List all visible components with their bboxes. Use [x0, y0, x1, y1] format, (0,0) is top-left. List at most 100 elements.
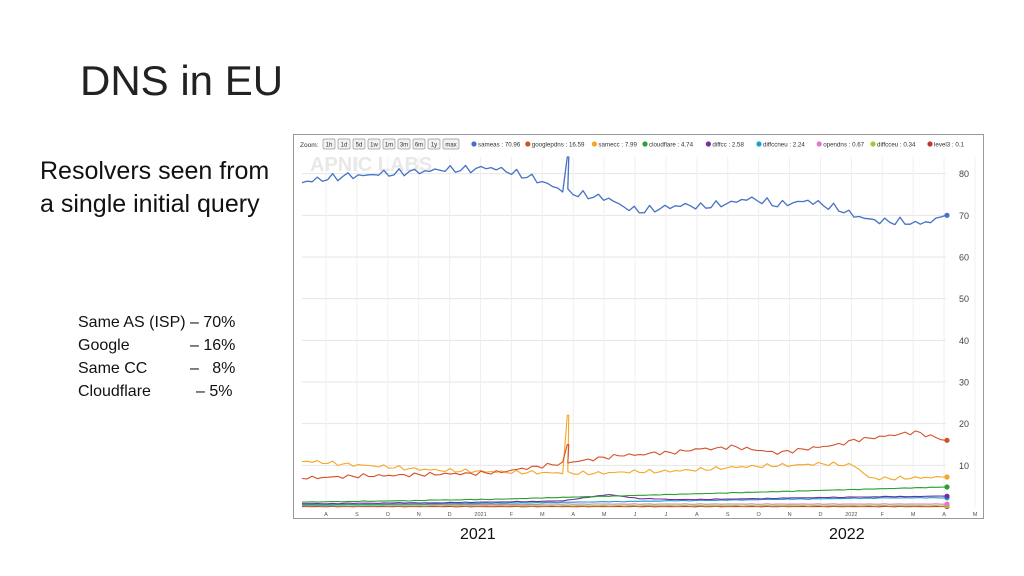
y-tick-label: 10	[959, 461, 969, 471]
series-line-cloudflare	[302, 486, 947, 503]
y-tick-label: 70	[959, 211, 969, 221]
year-label-2021: 2021	[460, 526, 496, 543]
x-tick-label: D	[448, 512, 452, 518]
zoom-label: Zoom:	[300, 142, 319, 149]
svg-text:max: max	[445, 143, 456, 149]
y-tick-label: 40	[959, 336, 969, 346]
x-tick-label: F	[510, 512, 514, 518]
y-tick-label: 20	[959, 419, 969, 429]
zoom-button-3m[interactable]: 3m	[397, 138, 411, 150]
svg-text:1m: 1m	[385, 143, 393, 149]
svg-text:1y: 1y	[431, 143, 437, 149]
x-tick-label: A	[571, 512, 575, 518]
legend-swatch-diffcc	[705, 141, 711, 147]
x-tick-label: S	[726, 512, 730, 518]
zoom-button-1m[interactable]: 1m	[382, 138, 396, 150]
stat-row-google: Google – 16%	[78, 334, 258, 357]
zoom-button-1d[interactable]: 1d	[337, 138, 351, 150]
x-tick-label: M	[540, 512, 545, 518]
stats-list: Same AS (ISP) – 70% Google – 16% Same CC…	[78, 311, 258, 403]
legend-swatch-level3	[927, 141, 933, 147]
svg-text:1d: 1d	[341, 143, 348, 149]
stat-value: – 5%	[196, 383, 233, 400]
series-end-marker-samecc	[944, 474, 950, 480]
stat-value: – 70%	[190, 314, 236, 331]
x-tick-label: M	[602, 512, 607, 518]
series-line-googlepdns	[301, 430, 947, 480]
legend-entry-opendns: opendns : 0.67	[823, 142, 864, 149]
x-tick-label: D	[818, 512, 822, 518]
series-end-marker-opendns	[944, 501, 950, 507]
legend-entry-samecc: samecc : 7.99	[598, 142, 637, 149]
series-line-diffcceu	[301, 504, 947, 507]
legend-swatch-sameas	[471, 141, 477, 147]
series-line-diffcc	[302, 493, 947, 505]
watermark-text: APNIC LABS	[310, 154, 432, 176]
stat-value: – 16%	[190, 337, 236, 354]
resolver-chart: APNIC LABS Zoom: 1h 1d 5d 1w 1m 3m 6m 1y max sameas…	[293, 134, 984, 519]
x-tick-label: A	[695, 512, 699, 518]
svg-text:5d: 5d	[356, 143, 363, 149]
legend-entry-level3: level3 : 0.1	[934, 142, 964, 149]
legend-entry-diffccneu: diffccneu : 2.24	[763, 142, 805, 149]
stat-label: Cloudflare	[78, 383, 151, 400]
y-tick-label: 80	[959, 169, 969, 179]
zoom-button-max[interactable]: max	[442, 138, 460, 150]
x-tick-label: S	[355, 512, 359, 518]
zoom-button-1y[interactable]: 1y	[427, 138, 441, 150]
x-tick-label: M	[911, 512, 916, 518]
stat-row-cloudflare: Cloudflare – 5%	[78, 380, 258, 403]
x-tick-label: A	[324, 512, 328, 518]
legend-swatch-diffccneu	[756, 141, 762, 147]
x-tick-label: M	[973, 512, 978, 518]
year-label-2022: 2022	[829, 526, 865, 543]
stat-row-same-as: Same AS (ISP) – 70%	[78, 311, 258, 334]
x-tick-label: 2022	[845, 512, 857, 518]
svg-text:1h: 1h	[326, 143, 333, 149]
zoom-button-5d[interactable]: 5d	[352, 138, 366, 150]
legend-swatch-samecc	[591, 141, 597, 147]
legend-swatch-diffcceu	[870, 141, 876, 147]
zoom-button-1w[interactable]: 1w	[367, 138, 381, 150]
series-line-sameas	[301, 156, 947, 226]
series-end-marker-sameas	[944, 212, 950, 218]
slide-subtitle: Resolvers seen from a single initial que…	[40, 157, 270, 218]
y-tick-label: 50	[959, 294, 969, 304]
x-tick-label: O	[757, 512, 762, 518]
stat-label: Same CC	[78, 360, 148, 377]
chart-svg: APNIC LABS Zoom: 1h 1d 5d 1w 1m 3m 6m 1y max sameas…	[300, 138, 978, 518]
stat-label: Google	[78, 337, 130, 354]
y-tick-label: 60	[959, 253, 969, 263]
stat-label: Same AS (ISP)	[78, 314, 186, 331]
legend-entry-diffcc: diffcc : 2.58	[712, 142, 744, 149]
slide-title: DNS in EU	[80, 57, 284, 104]
series-line-samecc	[301, 414, 947, 481]
svg-text:1w: 1w	[370, 143, 378, 149]
zoom-button-6m[interactable]: 6m	[412, 138, 426, 150]
svg-text:6m: 6m	[415, 143, 423, 149]
legend-swatch-cloudflare	[642, 141, 648, 147]
series-end-marker-diffcc	[944, 493, 950, 499]
x-tick-label: N	[417, 512, 421, 518]
legend-swatch-opendns	[816, 141, 822, 147]
x-tick-label: N	[788, 512, 792, 518]
series-end-marker-cloudflare	[944, 484, 950, 490]
x-tick-label: 2021	[474, 512, 486, 518]
legend-entry-cloudflare: cloudflare : 4.74	[649, 142, 694, 149]
legend-entry-sameas: sameas : 70.96	[478, 142, 521, 149]
stat-row-same-cc: Same CC – 8%	[78, 357, 258, 380]
x-tick-label: O	[386, 512, 391, 518]
x-tick-label: J	[665, 512, 668, 518]
zoom-button-1h[interactable]: 1h	[322, 138, 336, 150]
x-tick-label: F	[881, 512, 885, 518]
y-tick-label: 30	[959, 378, 969, 388]
series-end-marker-googlepdns	[944, 437, 950, 443]
series-line-level3	[302, 505, 946, 508]
stat-value: – 8%	[190, 360, 236, 377]
legend-entry-googlepdns: googlepdns : 16.59	[532, 142, 585, 149]
x-tick-label: A	[942, 512, 946, 518]
legend-swatch-googlepdns	[525, 141, 531, 147]
series-line-diffccneu	[301, 497, 947, 506]
svg-text:3m: 3m	[400, 143, 408, 149]
x-tick-label: J	[634, 512, 637, 518]
